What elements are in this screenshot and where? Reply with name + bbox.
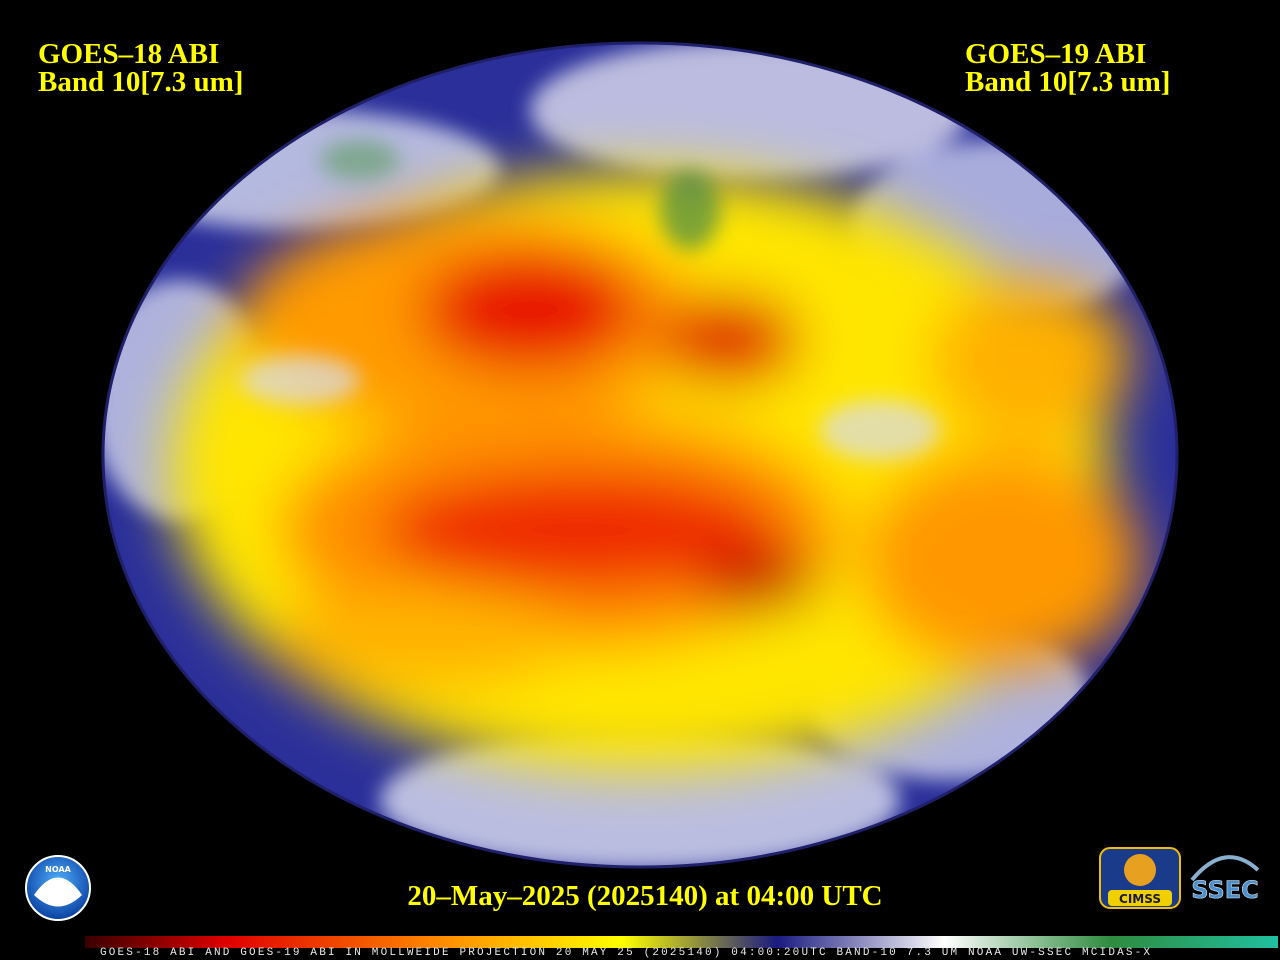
color-bar	[85, 936, 1278, 948]
cimss-label: CIMSS	[1119, 892, 1161, 906]
timestamp: 20–May–2025 (2025140) at 04:00 UTC	[407, 880, 882, 912]
color-bar-caption: GOES-18 ABI AND GOES-19 ABI IN MOLLWEIDE…	[100, 947, 1150, 959]
ssec-logo: SSEC	[1190, 855, 1260, 904]
globe	[103, 43, 1177, 867]
cimss-logo: CIMSS	[1099, 847, 1181, 909]
left-band: Band 10[7.3 um]	[38, 66, 243, 98]
left-satellite: GOES–18 ABI	[38, 38, 219, 70]
right-satellite: GOES–19 ABI	[965, 38, 1146, 70]
ssec-label: SSEC	[1191, 876, 1259, 904]
right-band: Band 10[7.3 um]	[965, 66, 1170, 98]
noaa-label: NOAA	[45, 865, 71, 874]
noaa-logo: NOAA	[25, 855, 91, 921]
globe-edge	[101, 41, 1179, 869]
